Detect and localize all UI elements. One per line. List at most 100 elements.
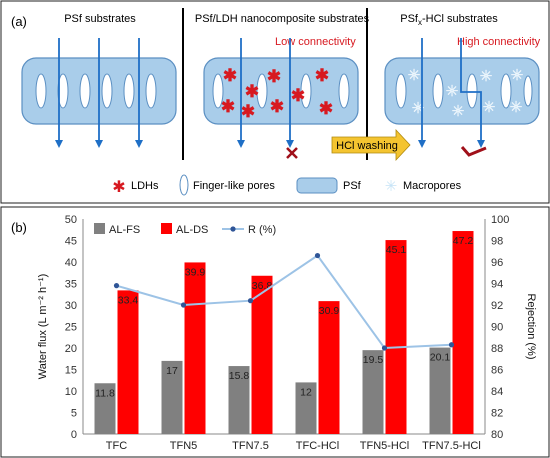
macropores: ✳✳ ✳✳ ✳✳ ✳✳ bbox=[408, 67, 524, 120]
bar-al-fs bbox=[161, 360, 183, 434]
high-connectivity-label: High connectivity bbox=[457, 36, 541, 48]
svg-text:✱: ✱ bbox=[319, 99, 333, 118]
rejection-line bbox=[116, 254, 452, 350]
bar-label-al-fs: 11.8 bbox=[95, 387, 115, 399]
legend-swatch-al-fs bbox=[94, 223, 105, 234]
panel-a-schematic: (a) PSf substrates PSf/LDH nanocomposite… bbox=[0, 0, 550, 204]
y-tick-left: 30 bbox=[65, 300, 77, 312]
y-tick-right: 96 bbox=[491, 257, 503, 269]
y-tick-left: 20 bbox=[65, 343, 77, 355]
y-tick-right: 84 bbox=[491, 386, 503, 398]
legend-macropores: Macropores bbox=[403, 180, 462, 192]
y-tick-right: 94 bbox=[491, 279, 503, 291]
svg-text:✱: ✱ bbox=[221, 97, 235, 116]
y-tick-right: 80 bbox=[491, 429, 503, 441]
bar-al-ds bbox=[452, 231, 474, 434]
bar-al-fs bbox=[295, 382, 317, 434]
bar-label-al-ds: 36.8 bbox=[252, 280, 273, 292]
x-tick-label: TFN7.5 bbox=[232, 440, 269, 452]
legend-label-al-ds: AL-DS bbox=[176, 224, 208, 236]
ldh-particles: ✱✱ ✱✱ ✱✱ ✱✱ ✱ bbox=[221, 66, 333, 121]
hcl-washing-label: HCl washing bbox=[336, 140, 398, 152]
svg-text:✱: ✱ bbox=[223, 66, 237, 85]
y-tick-right: 98 bbox=[491, 236, 503, 248]
x-tick-label: TFN7.5-HCl bbox=[422, 440, 481, 452]
bar-al-fs bbox=[429, 347, 451, 434]
svg-text:✳: ✳ bbox=[480, 68, 493, 85]
svg-text:✳: ✳ bbox=[483, 99, 496, 116]
bar-label-al-ds: 30.9 bbox=[319, 305, 340, 317]
y-tick-left: 50 bbox=[65, 214, 77, 226]
y-tick-right: 82 bbox=[491, 408, 503, 420]
bar-label-al-fs: 19.5 bbox=[363, 354, 384, 366]
bar-label-al-fs: 17 bbox=[166, 365, 178, 377]
y-tick-left: 10 bbox=[65, 386, 77, 398]
hcl-washing-arrow: HCl washing bbox=[331, 128, 411, 162]
x-tick-label: TFC bbox=[106, 440, 127, 452]
y-tick-left: 25 bbox=[65, 322, 77, 334]
legend-swatch-al-ds bbox=[161, 223, 172, 234]
y-axis-right-title: Rejection (%) bbox=[525, 293, 537, 359]
panel-b-label: (b) bbox=[11, 220, 27, 235]
title-hcl-substrates: PSfx-HCl substrates bbox=[400, 13, 498, 27]
svg-text:✱: ✱ bbox=[270, 97, 284, 116]
y-tick-right: 86 bbox=[491, 365, 503, 377]
bar-label-al-ds: 47.2 bbox=[453, 235, 474, 247]
legend-psf-icon bbox=[296, 177, 338, 194]
svg-text:✳: ✳ bbox=[510, 99, 523, 116]
panel-a-legend: ✱ LDHs Finger-like pores PSf ✳ Macropore… bbox=[112, 174, 462, 196]
panel-b-chart: (b) 0 5 10 15 20 25 30 35 40 45 50 80 82 84 86 88 90 92 94… bbox=[0, 206, 550, 458]
title-psf-substrates: PSf substrates bbox=[64, 13, 136, 25]
y-tick-left: 40 bbox=[65, 257, 77, 269]
svg-text:✱: ✱ bbox=[241, 102, 255, 121]
legend-pores: Finger-like pores bbox=[193, 180, 275, 192]
svg-text:✱: ✱ bbox=[267, 67, 281, 86]
y-tick-left: 15 bbox=[65, 365, 77, 377]
bar-al-fs bbox=[362, 350, 384, 434]
blocked-path-icon bbox=[286, 147, 298, 159]
x-tick-label: TFC-HCl bbox=[296, 440, 339, 452]
bar-al-ds bbox=[385, 240, 407, 434]
legend-pore-icon bbox=[179, 174, 189, 196]
bar-label-al-fs: 20.1 bbox=[430, 352, 451, 364]
rejection-point bbox=[448, 342, 455, 348]
y-tick-left: 5 bbox=[71, 408, 77, 420]
svg-text:✳: ✳ bbox=[408, 67, 421, 84]
bar-label-al-ds: 33.4 bbox=[118, 294, 139, 306]
x-tick-label: TFN5-HCl bbox=[360, 440, 410, 452]
svg-text:✳: ✳ bbox=[511, 67, 524, 84]
bar-al-fs bbox=[228, 366, 250, 434]
y-tick-right: 88 bbox=[491, 343, 503, 355]
bar-label-al-fs: 12 bbox=[300, 386, 312, 398]
y-tick-left: 35 bbox=[65, 279, 77, 291]
svg-text:✳: ✳ bbox=[452, 103, 465, 120]
membrane-psf bbox=[21, 38, 177, 148]
legend-ldh-icon: ✱ bbox=[112, 179, 125, 196]
legend-label-al-fs: AL-FS bbox=[109, 224, 140, 236]
chart-plot: 0 5 10 15 20 25 30 35 40 45 50 80 82 84 86 88 90 92 94 96 98… bbox=[37, 214, 537, 452]
rejection-point bbox=[381, 345, 388, 351]
legend-psf: PSf bbox=[343, 180, 362, 192]
svg-text:✱: ✱ bbox=[315, 66, 329, 85]
bar-label-al-ds: 39.9 bbox=[185, 266, 206, 278]
svg-text:✱: ✱ bbox=[245, 82, 259, 101]
y-tick-right: 100 bbox=[491, 214, 509, 226]
bar-al-fs bbox=[94, 383, 116, 434]
membrane-psf-ldh: ✱✱ ✱✱ ✱✱ ✱✱ ✱ bbox=[203, 38, 359, 159]
legend-macropore-icon: ✳ bbox=[385, 178, 398, 195]
rejection-point bbox=[247, 298, 254, 304]
panel-a-label: (a) bbox=[11, 14, 27, 29]
y-axis-left-title: Water flux (L m⁻² h⁻¹) bbox=[37, 274, 49, 380]
bar-label-al-ds: 45.1 bbox=[386, 244, 407, 256]
legend-ldh: LDHs bbox=[131, 180, 159, 192]
legend-label-rejection: R (%) bbox=[248, 224, 276, 236]
svg-text:✳: ✳ bbox=[446, 83, 459, 100]
legend-marker-rejection bbox=[230, 226, 236, 232]
membrane-psf-hcl: ✳✳ ✳✳ ✳✳ ✳✳ bbox=[384, 38, 540, 157]
bar-label-al-fs: 15.8 bbox=[229, 370, 250, 382]
x-tick-label: TFN5 bbox=[170, 440, 198, 452]
y-tick-left: 45 bbox=[65, 236, 77, 248]
bar-al-ds bbox=[251, 275, 273, 434]
rejection-point bbox=[113, 283, 120, 289]
